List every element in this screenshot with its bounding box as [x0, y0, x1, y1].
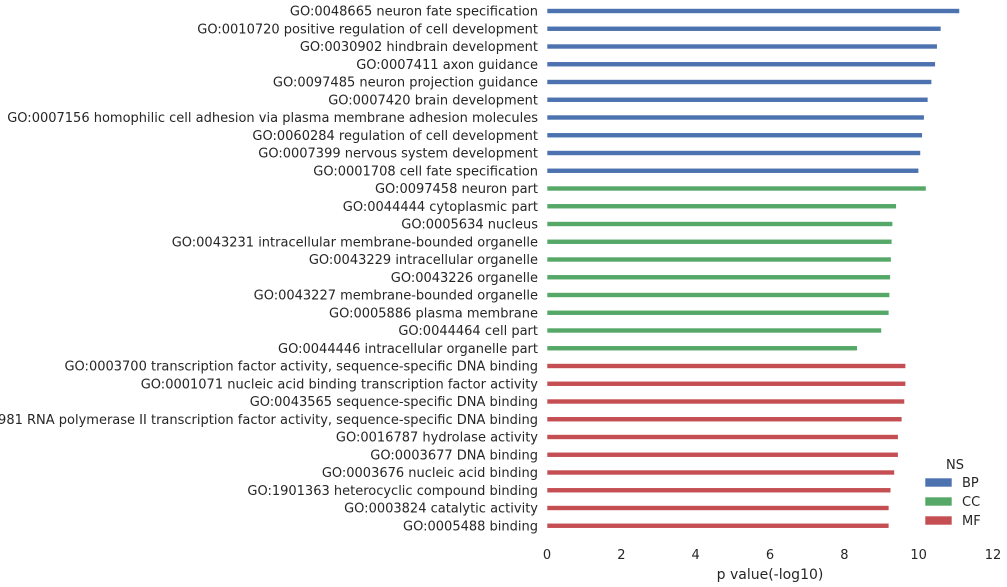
- legend-swatch-cc: [924, 496, 953, 507]
- x-tick-label: 10: [910, 548, 927, 563]
- category-label: GO:0043229 intracellular organelle: [309, 253, 538, 268]
- legend: NS BP CC MF: [924, 458, 981, 529]
- bar-cc: [546, 292, 890, 298]
- bar-cc: [546, 309, 890, 316]
- x-tick-label: 4: [692, 548, 700, 563]
- x-tick-label: 0: [543, 548, 551, 563]
- category-labels: GO:0048665 neuron fate specification GO:0…: [0, 5, 538, 535]
- x-tick-label: 6: [766, 548, 774, 563]
- category-label: GO:0003677 DNA binding: [370, 448, 538, 463]
- legend-label-bp: BP: [962, 476, 979, 491]
- bar-mf: [546, 380, 906, 387]
- legend-title: NS: [946, 458, 964, 473]
- legend-swatch-mf: [924, 515, 953, 526]
- bar-cc: [546, 185, 927, 192]
- category-label: GO:0097458 neuron part: [375, 182, 538, 197]
- bar-bp: [546, 96, 929, 103]
- category-label: GO:0043565 sequence-specific DNA binding: [250, 395, 538, 410]
- category-label: GO:0043231 intracellular membrane-bounde…: [172, 235, 538, 250]
- x-tick-label: 2: [617, 548, 625, 563]
- x-tick-label: 12: [985, 548, 1002, 563]
- bar-cc: [546, 256, 892, 263]
- category-label: GO:0003676 nucleic acid binding: [322, 466, 538, 481]
- bar-bp: [546, 61, 936, 68]
- bar-cc: [546, 345, 858, 352]
- category-label: GO:0010720 positive regulation of cell d…: [197, 22, 538, 37]
- bar-bp: [546, 79, 932, 85]
- bar-mf: [546, 505, 890, 511]
- bar-cc: [546, 274, 891, 281]
- bar-bp: [546, 132, 923, 139]
- legend-label-cc: CC: [962, 495, 980, 510]
- bar-bp: [546, 150, 921, 156]
- category-label: GO:1901363 heterocyclic compound binding: [247, 484, 538, 499]
- bar-mf: [546, 487, 892, 494]
- legend-label-mf: MF: [962, 514, 981, 529]
- x-axis-ticks: 0 2 4 6 8 10 12: [543, 548, 1001, 563]
- category-label: GO:0030902 hindbrain development: [300, 40, 538, 55]
- category-label: GO:0044446 intracellular organelle part: [278, 342, 538, 357]
- bars-layer: [546, 8, 960, 529]
- category-label: GO:0007399 nervous system development: [258, 147, 538, 162]
- category-label: GO:0005886 plasma membrane: [329, 306, 538, 321]
- legend-swatch-bp: [924, 477, 953, 488]
- bar-mf: [546, 434, 899, 440]
- category-label: GO:0005634 nucleus: [401, 218, 538, 233]
- category-label: GO:0060284 regulation of cell developmen…: [252, 129, 538, 144]
- category-label: GO:0044444 cytoplasmic part: [343, 200, 538, 215]
- category-label: GO:0001071 nucleic acid binding transcri…: [141, 377, 539, 392]
- category-label: GO:0005488 binding: [403, 519, 538, 534]
- x-axis-title: p value(-log10): [717, 567, 824, 583]
- category-label: GO:0043227 membrane-bounded organelle: [254, 289, 538, 304]
- category-label: GO:0044464 cell part: [398, 324, 538, 339]
- bar-bp: [546, 25, 942, 32]
- category-label: GO:0016787 hydrolase activity: [336, 431, 538, 446]
- category-label: GO:0048665 neuron fate specification: [290, 5, 538, 20]
- bar-mf: [546, 398, 905, 405]
- bar-bp: [546, 114, 925, 121]
- bar-cc: [546, 203, 897, 210]
- category-label: GO:0003700 transcription factor activity…: [64, 360, 538, 375]
- bar-mf: [546, 416, 903, 423]
- category-label: GO:0007420 brain development: [328, 93, 538, 108]
- category-label: GO:0003824 catalytic activity: [344, 502, 538, 517]
- bar-cc: [546, 238, 893, 245]
- bar-cc: [546, 327, 882, 334]
- x-tick-label: 8: [840, 548, 848, 563]
- category-label: GO:0097485 neuron projection guidance: [273, 76, 538, 91]
- bar-mf: [546, 469, 895, 476]
- bar-cc: [546, 221, 893, 227]
- category-label: GO:0000981 RNA polymerase II transcripti…: [0, 413, 538, 428]
- category-label: GO:0001708 cell fate specification: [313, 164, 538, 179]
- category-label: GO:0043226 organelle: [391, 271, 538, 286]
- bar-bp: [546, 167, 919, 174]
- bar-bp: [546, 43, 938, 50]
- bar-mf: [546, 522, 890, 529]
- bar-mf: [546, 363, 906, 369]
- category-label: GO:0007156 homophilic cell adhesion via …: [7, 111, 538, 126]
- bar-bp: [546, 8, 960, 14]
- bar-mf: [546, 451, 899, 458]
- category-label: GO:0007411 axon guidance: [356, 58, 538, 73]
